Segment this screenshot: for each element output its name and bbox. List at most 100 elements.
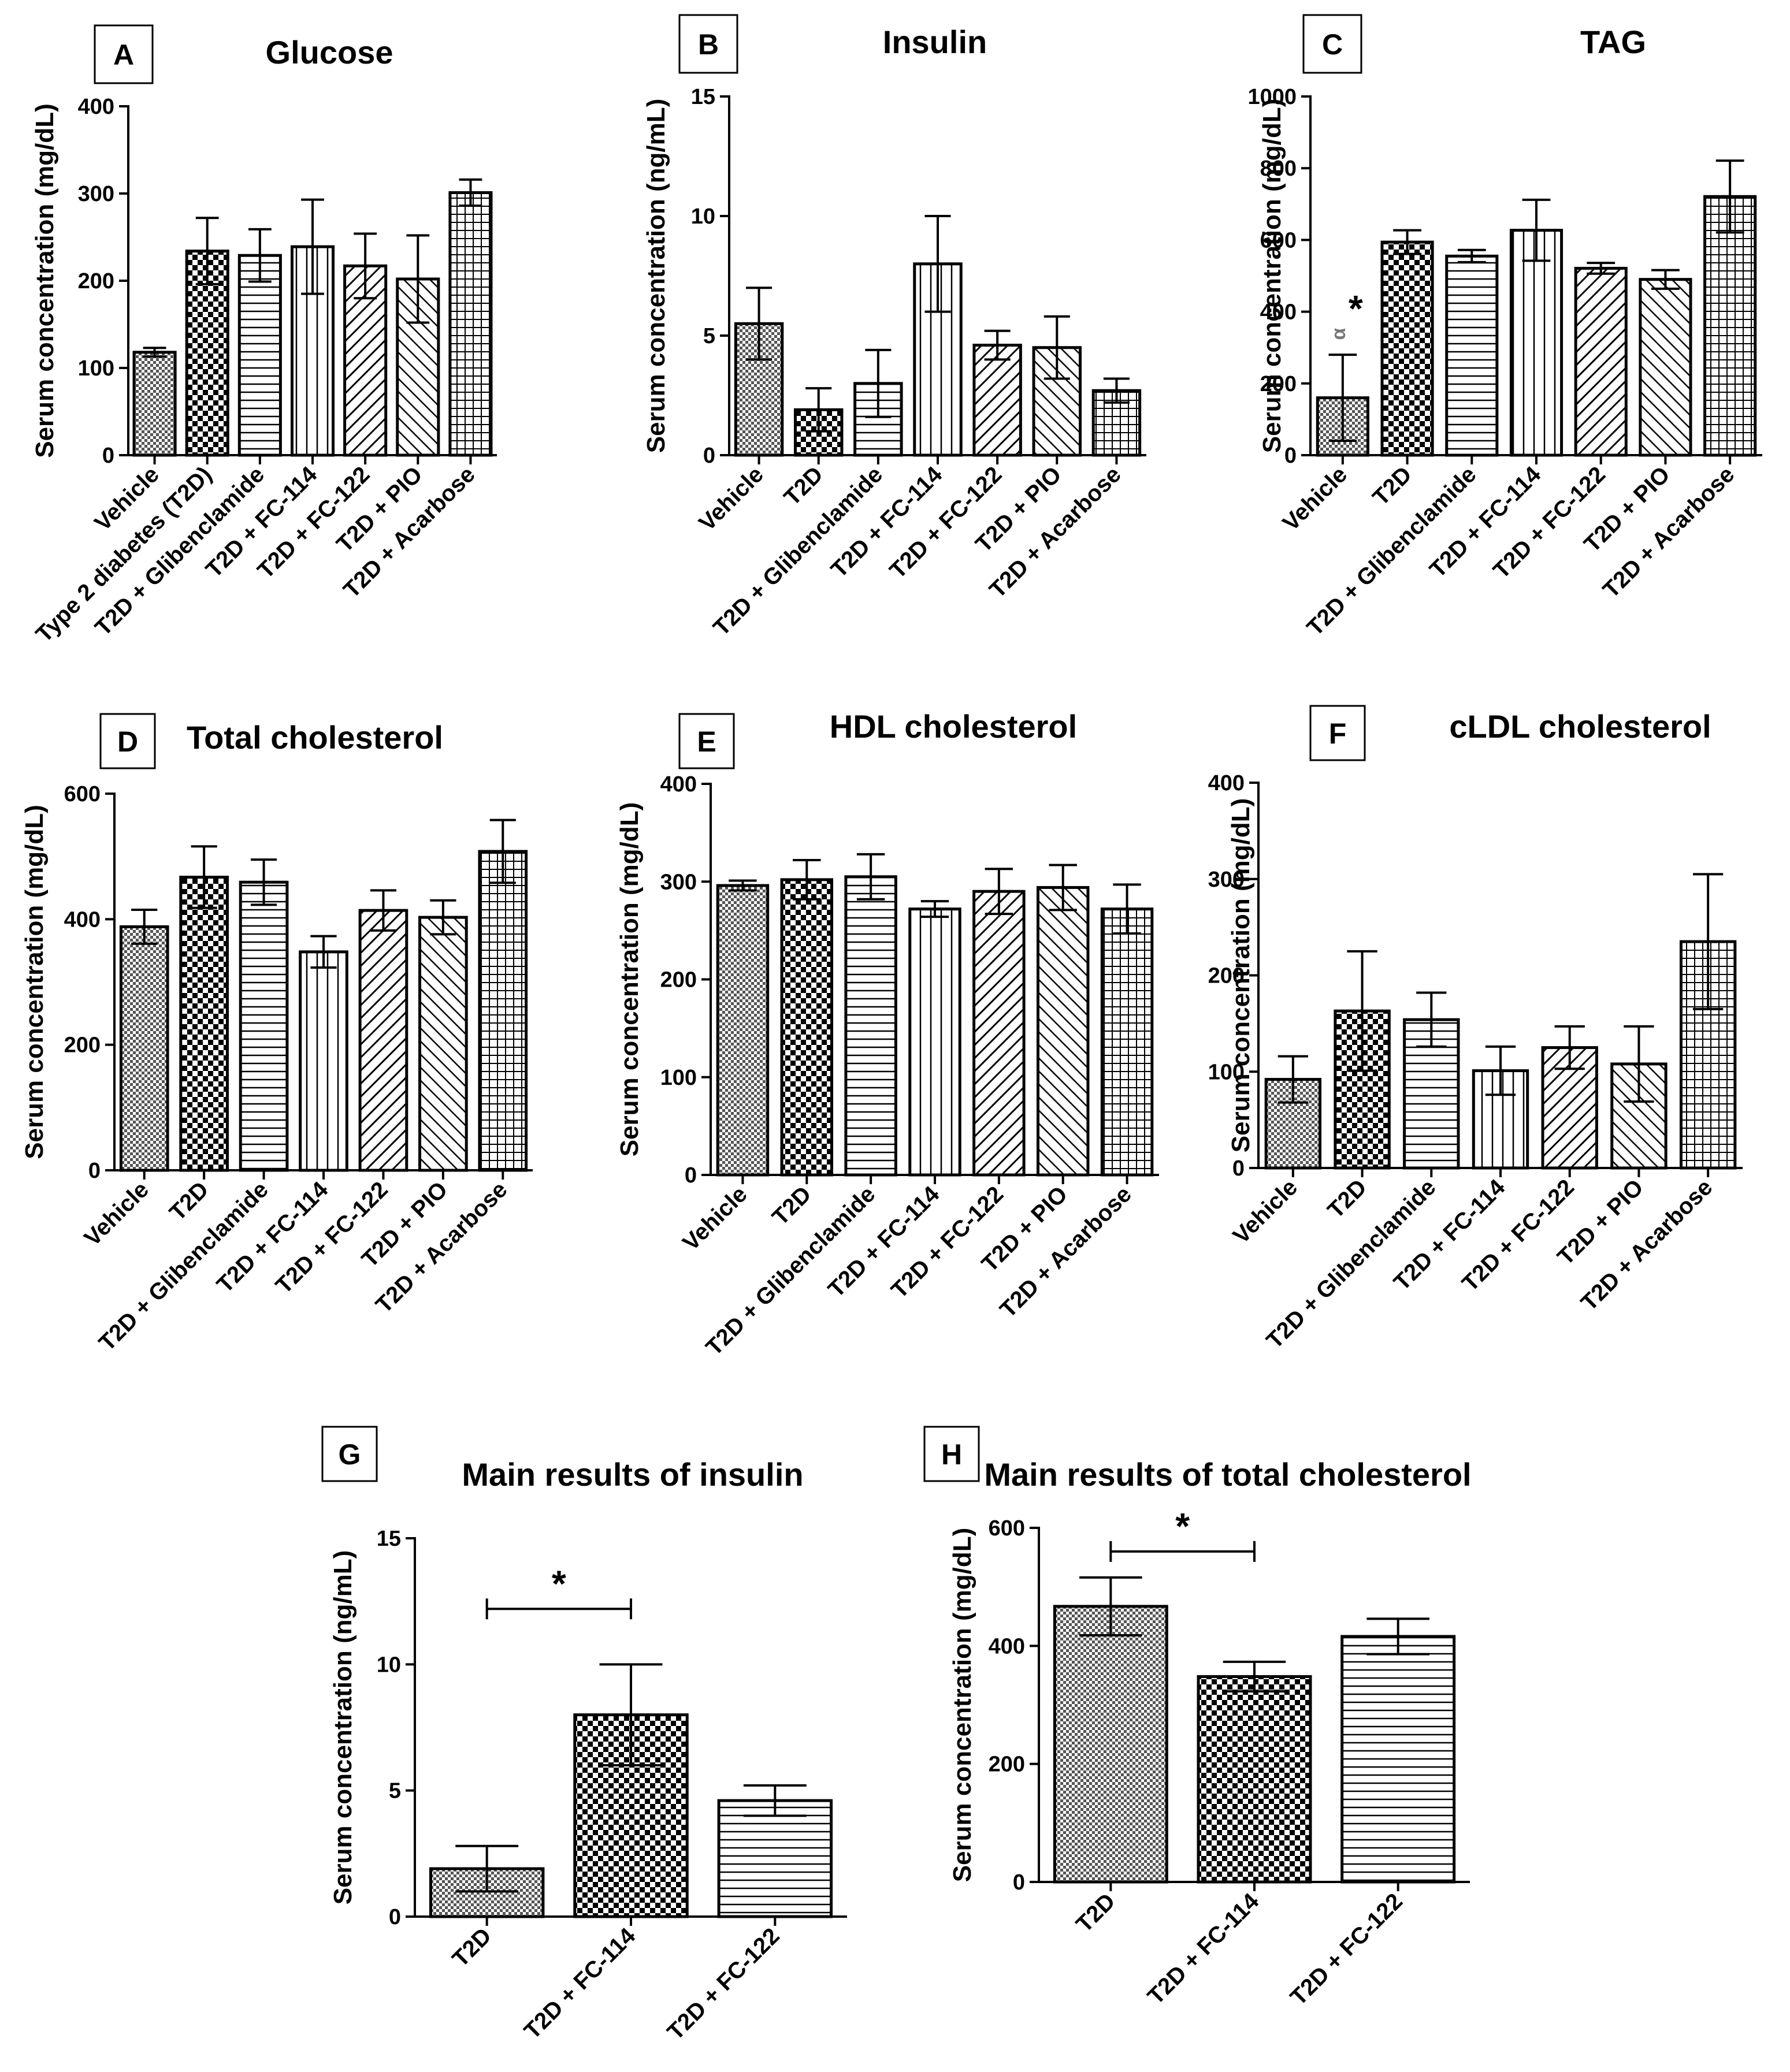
panel-e-ytick-label: 200: [660, 968, 697, 992]
panel-g-title: Main results of insulin: [462, 1456, 803, 1493]
panel-f-category-label: Vehicle: [1228, 1174, 1303, 1249]
panel-h-ytick-label: 600: [989, 1516, 1025, 1541]
panel-e-ytick-label: 300: [660, 870, 697, 894]
panel-b-ytick-label: 15: [691, 85, 715, 109]
panel-f-ytick-label: 400: [1208, 771, 1245, 795]
panel-g: G Main results of insulin Serum concentrat…: [321, 1426, 847, 2045]
panel-g-category-label: T2D + FC-122: [663, 1923, 785, 2045]
panel-c-category-label: T2D + FC-122: [1488, 462, 1610, 583]
panel-c-category-label: T2D: [1368, 462, 1417, 511]
panel-d-bar-t2d-acarbose: [478, 850, 528, 1172]
panel-a-ytick-label: 400: [78, 95, 114, 119]
panel-h-category-label: T2D + FC-122: [1286, 1888, 1408, 2010]
panel-g-letter-box: [321, 1426, 378, 1482]
panel-c-bar-t2d-glibenclamide: [1445, 254, 1499, 457]
panel-e-bar-t2d: [780, 878, 834, 1177]
panel-a-bar-t2d-glibenclamide: [237, 254, 282, 457]
panel-g-ytick-label: 10: [377, 1653, 401, 1677]
panel-b-ylabel: Serum concentration (ng/mL): [642, 99, 670, 453]
panel-c-letter: C: [1322, 28, 1343, 61]
panel-e-bar-t2d-pio: [1036, 886, 1090, 1177]
panel-d-title: Total cholesterol: [187, 719, 443, 756]
panel-f-ytick-label: 200: [1208, 964, 1245, 988]
panel-h-ytick-label: 200: [989, 1753, 1025, 1777]
panel-c-bar-t2d: [1380, 240, 1434, 457]
panel-h-ytick-label: 0: [1013, 1870, 1025, 1895]
panel-g-category-label: T2D: [447, 1923, 496, 1972]
panel-e-bar-t2d-acarbose: [1100, 907, 1154, 1177]
panel-b-ytick-label: 10: [691, 204, 715, 229]
panel-h-bar-t2d-fc-114: [1197, 1675, 1312, 1884]
panel-a-ytick-label: 300: [78, 182, 114, 206]
panel-d-bar-t2d-glibenclamide: [239, 880, 289, 1172]
panel-b-ytick-label: 0: [703, 444, 715, 468]
panel-e-ylabel: Serum concentration (mg/dL): [615, 802, 644, 1157]
panel-c-ytick-label: 400: [1260, 300, 1297, 325]
panel-b: B Insulin Serum concentration (ng/mL) 0 5 10 1…: [642, 14, 1146, 641]
panel-d-category-label: T2D: [165, 1177, 214, 1226]
panel-c-ytick-label: 1000: [1247, 85, 1297, 109]
panel-d-ytick-label: 200: [64, 1033, 101, 1058]
panel-d-ytick-label: 0: [88, 1159, 101, 1183]
panel-e: E HDL cholesterol Serum concentration (mg/…: [615, 708, 1159, 1360]
panel-e-letter: E: [697, 726, 716, 758]
panel-d-letter: D: [117, 726, 138, 758]
panel-d-category-label: Vehicle: [79, 1177, 154, 1251]
panel-b-letter-box: [678, 14, 738, 74]
panel-h-category-label: T2D: [1071, 1888, 1120, 1937]
panel-f-ytick-label: 300: [1208, 868, 1245, 892]
panel-c-alpha-mark: α: [1328, 328, 1350, 340]
panel-e-category-label: T2D + FC-122: [886, 1181, 1008, 1303]
panel-e-bar-t2d-fc-114: [908, 907, 961, 1177]
panel-h-title: Main results of total cholesterol: [984, 1456, 1471, 1493]
panel-f-title: cLDL cholesterol: [1449, 708, 1711, 745]
panel-a-ytick-label: 0: [102, 444, 114, 468]
panel-e-letter-box: [678, 713, 735, 769]
panel-g-ylabel: Serum concentration (ng/mL): [329, 1550, 357, 1905]
panel-h-letter-box: [923, 1426, 980, 1482]
panel-b-bar-t2d-fc-122: [972, 344, 1022, 457]
panel-d-letter-box: [99, 713, 156, 769]
panel-e-ytick-label: 0: [685, 1163, 697, 1188]
panel-e-title: HDL cholesterol: [830, 708, 1077, 745]
panel-f-bar-t2d-fc-122: [1541, 1046, 1598, 1170]
panel-e-category-label: T2D + FC-114: [823, 1181, 945, 1303]
panel-h-category-label: T2D + FC-114: [1143, 1888, 1264, 2010]
panel-a-letter: A: [113, 39, 134, 71]
panel-e-bar-t2d-glibenclamide: [844, 875, 897, 1177]
panel-c-bar-t2d-pio: [1639, 278, 1692, 457]
panel-b-category-label: Vehicle: [694, 462, 768, 536]
panel-c-significance-star: *: [1349, 288, 1363, 329]
panel-c-ytick-label: 600: [1260, 228, 1297, 252]
panel-f-ytick-label: 0: [1232, 1156, 1245, 1181]
panel-c-ytick-label: 800: [1260, 157, 1297, 181]
panel-c-title: TAG: [1580, 24, 1646, 60]
panel-d-ylabel: Serum concentration (mg/dL): [20, 805, 49, 1159]
panel-b-ytick-label: 5: [703, 324, 715, 348]
panel-a-bar-t2d-acarbose: [448, 191, 493, 457]
panel-a-ytick-label: 100: [78, 356, 114, 381]
panel-d: D Total cholesterol Serum concentration (m…: [20, 713, 533, 1356]
panel-d-ytick-label: 600: [64, 782, 101, 806]
panel-h-bar-t2d: [1053, 1605, 1168, 1884]
panel-f-letter-box: [1309, 705, 1366, 761]
panel-h-letter: H: [941, 1438, 962, 1471]
panel-f-category-label: T2D: [1323, 1174, 1372, 1223]
panel-e-bar-vehicle: [716, 884, 770, 1177]
panel-e-category-label: Vehicle: [678, 1181, 752, 1256]
panel-h-ylabel: Serum concentration (mg/dL): [948, 1528, 976, 1883]
panel-d-bar-t2d-fc-122: [358, 909, 408, 1172]
panel-h-ytick-label: 400: [989, 1634, 1025, 1658]
panel-c-ytick-label: 200: [1260, 372, 1297, 396]
panel-f-letter: F: [1329, 717, 1347, 750]
panel-c-bar-t2d-fc-122: [1574, 266, 1628, 457]
panel-e-ytick-label: 100: [660, 1066, 697, 1090]
panel-e-category-label: T2D: [767, 1181, 816, 1230]
panel-d-ytick-label: 400: [64, 907, 101, 932]
panel-a-ylabel: Serum concentration (mg/dL): [31, 103, 59, 458]
panel-a-title: Glucose: [266, 34, 393, 70]
panel-h-bar-t2d-fc-122: [1340, 1635, 1456, 1884]
panel-c-category-label: Vehicle: [1278, 462, 1353, 536]
panel-h-significance-star: *: [1175, 1505, 1190, 1547]
